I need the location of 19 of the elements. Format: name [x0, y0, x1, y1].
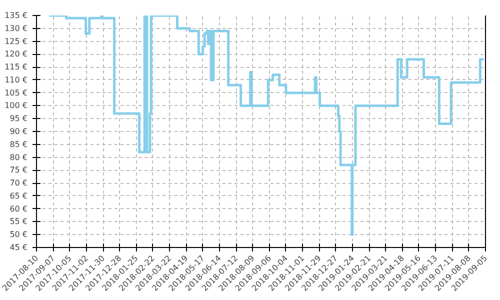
y-tick-label: 70 €	[10, 178, 28, 188]
y-tick-label: 95 €	[10, 114, 28, 124]
y-tick-label: 115 €	[4, 62, 28, 72]
y-tick-label: 65 €	[10, 191, 28, 200]
y-tick-label: 105 €	[4, 88, 28, 98]
y-tick-label: 55 €	[10, 217, 28, 226]
y-tick-label: 120 €	[4, 50, 28, 59]
y-tick-label: 110 €	[4, 75, 28, 84]
y-tick-label: 100 €	[4, 101, 28, 110]
y-tick-label: 130 €	[4, 24, 28, 33]
y-tick-label: 135 €	[4, 11, 28, 20]
y-tick-label: 125 €	[4, 36, 28, 46]
y-tick-label: 45 €	[10, 243, 28, 252]
y-tick-label: 85 €	[10, 140, 28, 149]
y-tick-label: 50 €	[10, 230, 28, 240]
y-tick-label: 80 €	[10, 152, 28, 162]
y-tick-label: 60 €	[10, 204, 28, 214]
y-tick-label: 90 €	[10, 127, 28, 136]
y-tick-label: 75 €	[10, 166, 28, 175]
